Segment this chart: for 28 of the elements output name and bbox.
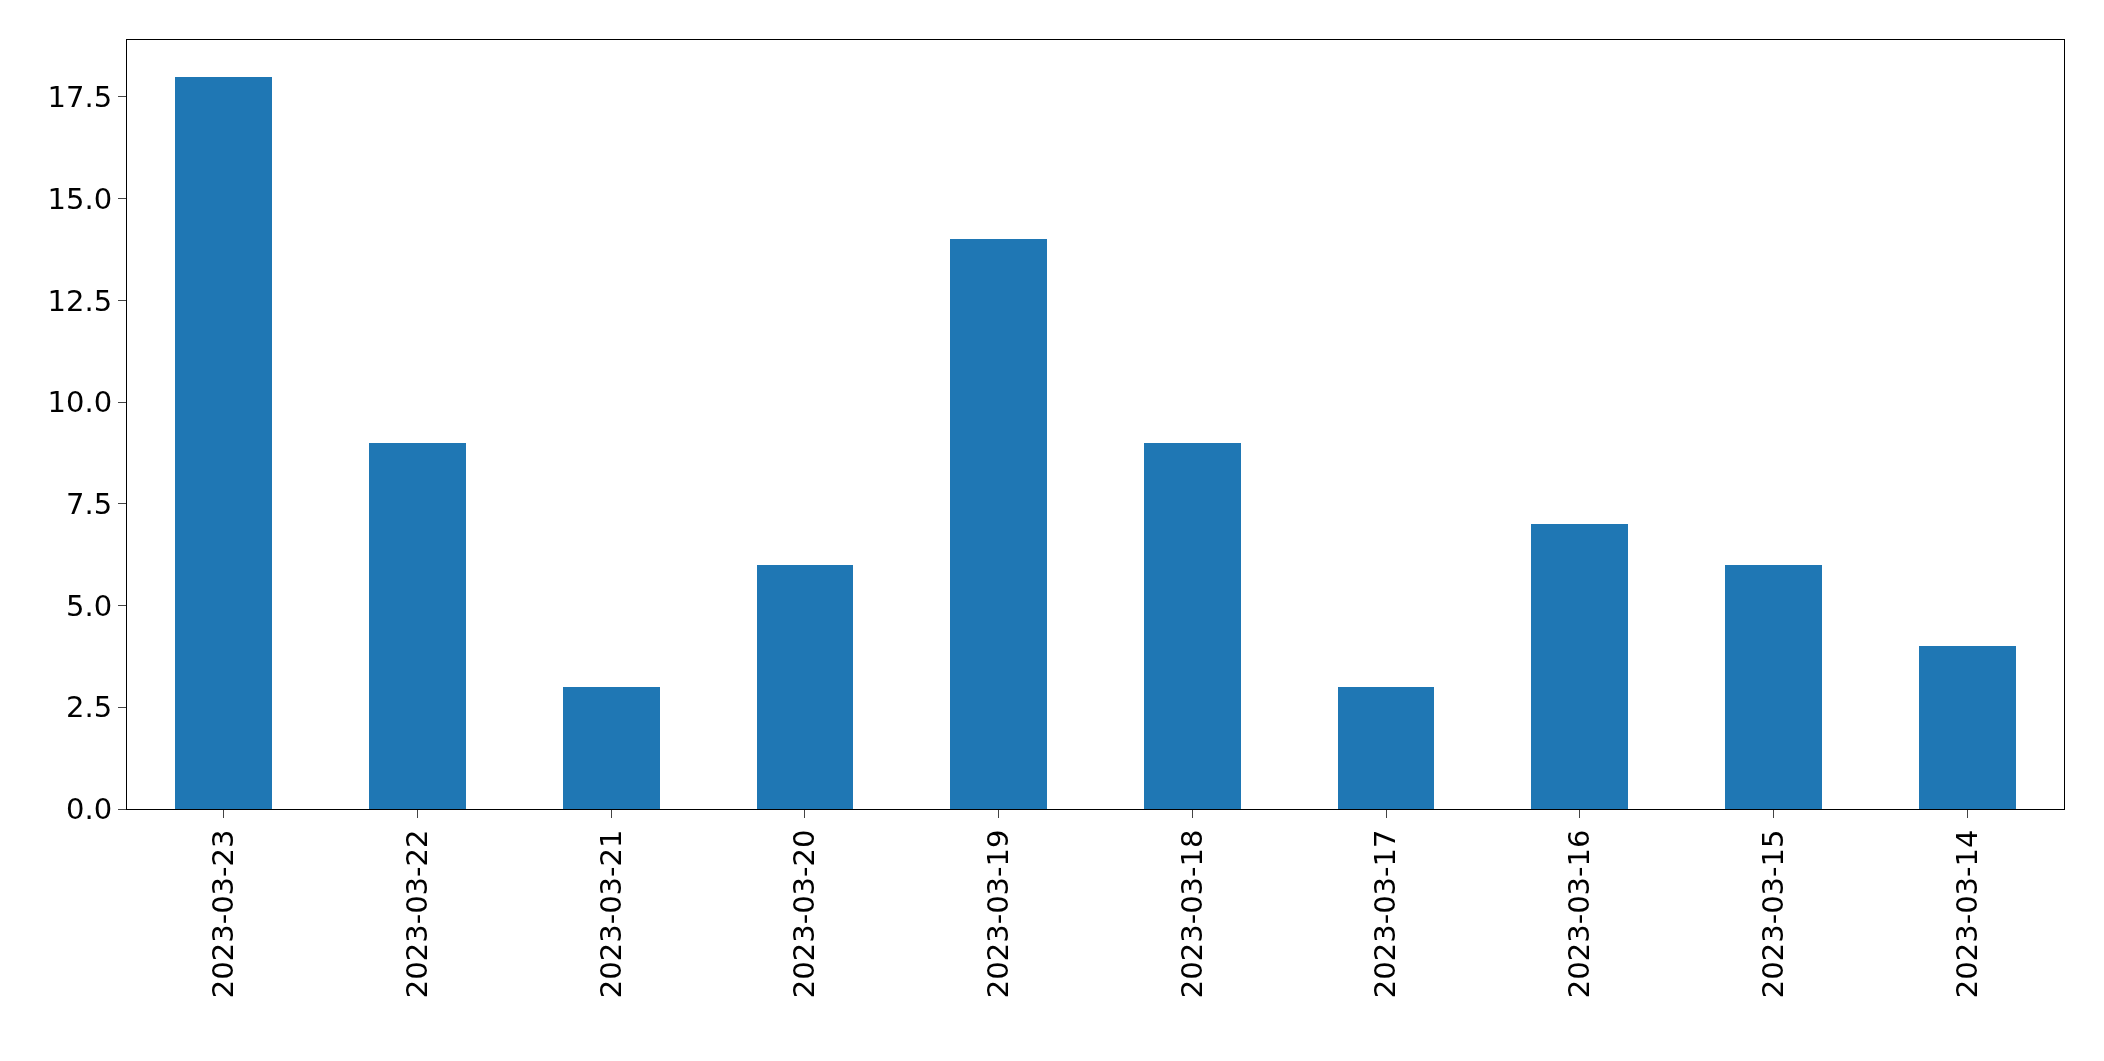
bar [563,687,660,809]
bar [369,443,466,809]
bar [1725,565,1822,809]
x-tick-label: 2023-03-17 [1368,829,1403,999]
y-tick-label: 0.0 [66,792,113,827]
bar [757,565,853,809]
y-tick-label: 5.0 [66,588,113,623]
x-tick-label: 2023-03-15 [1755,829,1790,999]
y-tick-label: 7.5 [66,486,113,521]
bar [1919,646,2016,809]
y-tick-label: 17.5 [47,80,113,115]
bar [1338,687,1434,809]
bar [1531,524,1628,809]
y-tick-label: 2.5 [66,690,113,725]
x-tick-label: 2023-03-16 [1562,829,1597,999]
x-tick-label: 2023-03-14 [1949,829,1984,999]
bar [1144,443,1241,809]
x-tick-label: 2023-03-23 [206,829,241,999]
y-tick-label: 12.5 [47,283,113,318]
y-tick-label: 15.0 [47,181,113,216]
x-tick-label: 2023-03-21 [593,829,628,999]
y-tick-label: 10.0 [47,385,113,420]
x-tick-label: 2023-03-19 [981,829,1016,999]
x-tick-label: 2023-03-20 [787,829,822,999]
x-tick-label: 2023-03-18 [1174,829,1209,999]
x-tick-label: 2023-03-22 [399,829,434,999]
bar [175,77,272,809]
bar [950,239,1047,809]
